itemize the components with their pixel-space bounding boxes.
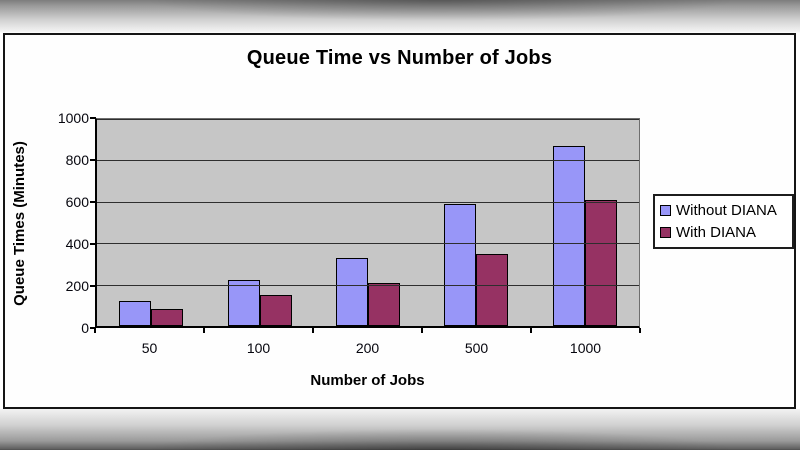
- bar-group-100: [205, 119, 313, 326]
- y-tick-label-400: 400: [65, 236, 89, 252]
- x-tick-mark-3: [421, 328, 423, 333]
- x-tick-label-100: 100: [246, 340, 271, 356]
- bar-without-diana-50: [119, 301, 152, 326]
- y-tick-mark-1000: [90, 117, 96, 119]
- y-tick-mark-600: [90, 201, 96, 203]
- bar-without-diana-100: [227, 280, 260, 326]
- chart-panel: Queue Time vs Number of Jobs Queue Times…: [3, 33, 796, 409]
- gridline-y-800: [97, 160, 639, 162]
- y-tick-label-200: 200: [65, 278, 89, 294]
- legend-label: With DIANA: [676, 223, 757, 241]
- bar-with-diana-500: [476, 253, 509, 326]
- x-tick-label-200: 200: [355, 340, 380, 356]
- legend-item-without-diana: Without DIANA: [660, 202, 787, 219]
- x-tick-label-500: 500: [464, 340, 489, 356]
- bar-group-50: [97, 119, 205, 326]
- bar-with-diana-200: [368, 282, 401, 326]
- plot-area: [95, 118, 640, 328]
- y-tick-label-800: 800: [65, 152, 89, 168]
- bar-groups: [97, 119, 639, 326]
- x-tick-label-1000: 1000: [569, 340, 602, 356]
- y-tick-mark-800: [90, 159, 96, 161]
- bar-without-diana-1000: [552, 145, 585, 326]
- x-tick-label-50: 50: [141, 340, 158, 356]
- bar-with-diana-50: [151, 309, 184, 326]
- legend-swatch-without-diana: [660, 205, 671, 217]
- x-axis-title: Number of Jobs: [310, 372, 425, 389]
- bar-group-1000: [531, 119, 639, 326]
- gridline-y-200: [97, 284, 639, 286]
- gridline-y-600: [97, 201, 639, 203]
- chart-title: Queue Time vs Number of Jobs: [246, 47, 553, 69]
- bar-group-500: [422, 119, 530, 326]
- x-tick-mark-0: [94, 328, 96, 333]
- y-tick-label-600: 600: [65, 194, 89, 210]
- y-tick-mark-0: [90, 327, 96, 329]
- y-tick-mark-400: [90, 243, 96, 245]
- bar-with-diana-100: [259, 294, 292, 326]
- y-tick-mark-200: [90, 285, 96, 287]
- x-tick-mark-2: [312, 328, 314, 333]
- legend-item-with-diana: With DIANA: [660, 224, 787, 241]
- bar-with-diana-1000: [584, 199, 617, 326]
- x-tick-mark-5: [639, 328, 641, 333]
- bar-without-diana-500: [444, 203, 477, 326]
- top-letterbox-band: [0, 0, 800, 33]
- gridline-y-400: [97, 243, 639, 245]
- y-tick-label-0: 0: [81, 320, 89, 336]
- x-axis-tick-labels: 50 100 200 500 1000: [95, 340, 640, 356]
- legend-swatch-with-diana: [660, 226, 671, 238]
- y-tick-label-1000: 1000: [57, 110, 89, 126]
- x-tick-mark-4: [530, 328, 532, 333]
- y-axis-title: Queue Times (Minutes): [7, 118, 31, 328]
- y-axis-title-text: Queue Times (Minutes): [10, 140, 28, 306]
- bottom-letterbox-band: [0, 409, 800, 450]
- bar-without-diana-200: [336, 257, 369, 326]
- gridline-y-1000: [97, 119, 639, 120]
- legend-label: Without DIANA: [676, 202, 777, 220]
- bar-group-200: [314, 119, 422, 326]
- legend: Without DIANA With DIANA: [653, 194, 794, 249]
- x-tick-mark-1: [203, 328, 205, 333]
